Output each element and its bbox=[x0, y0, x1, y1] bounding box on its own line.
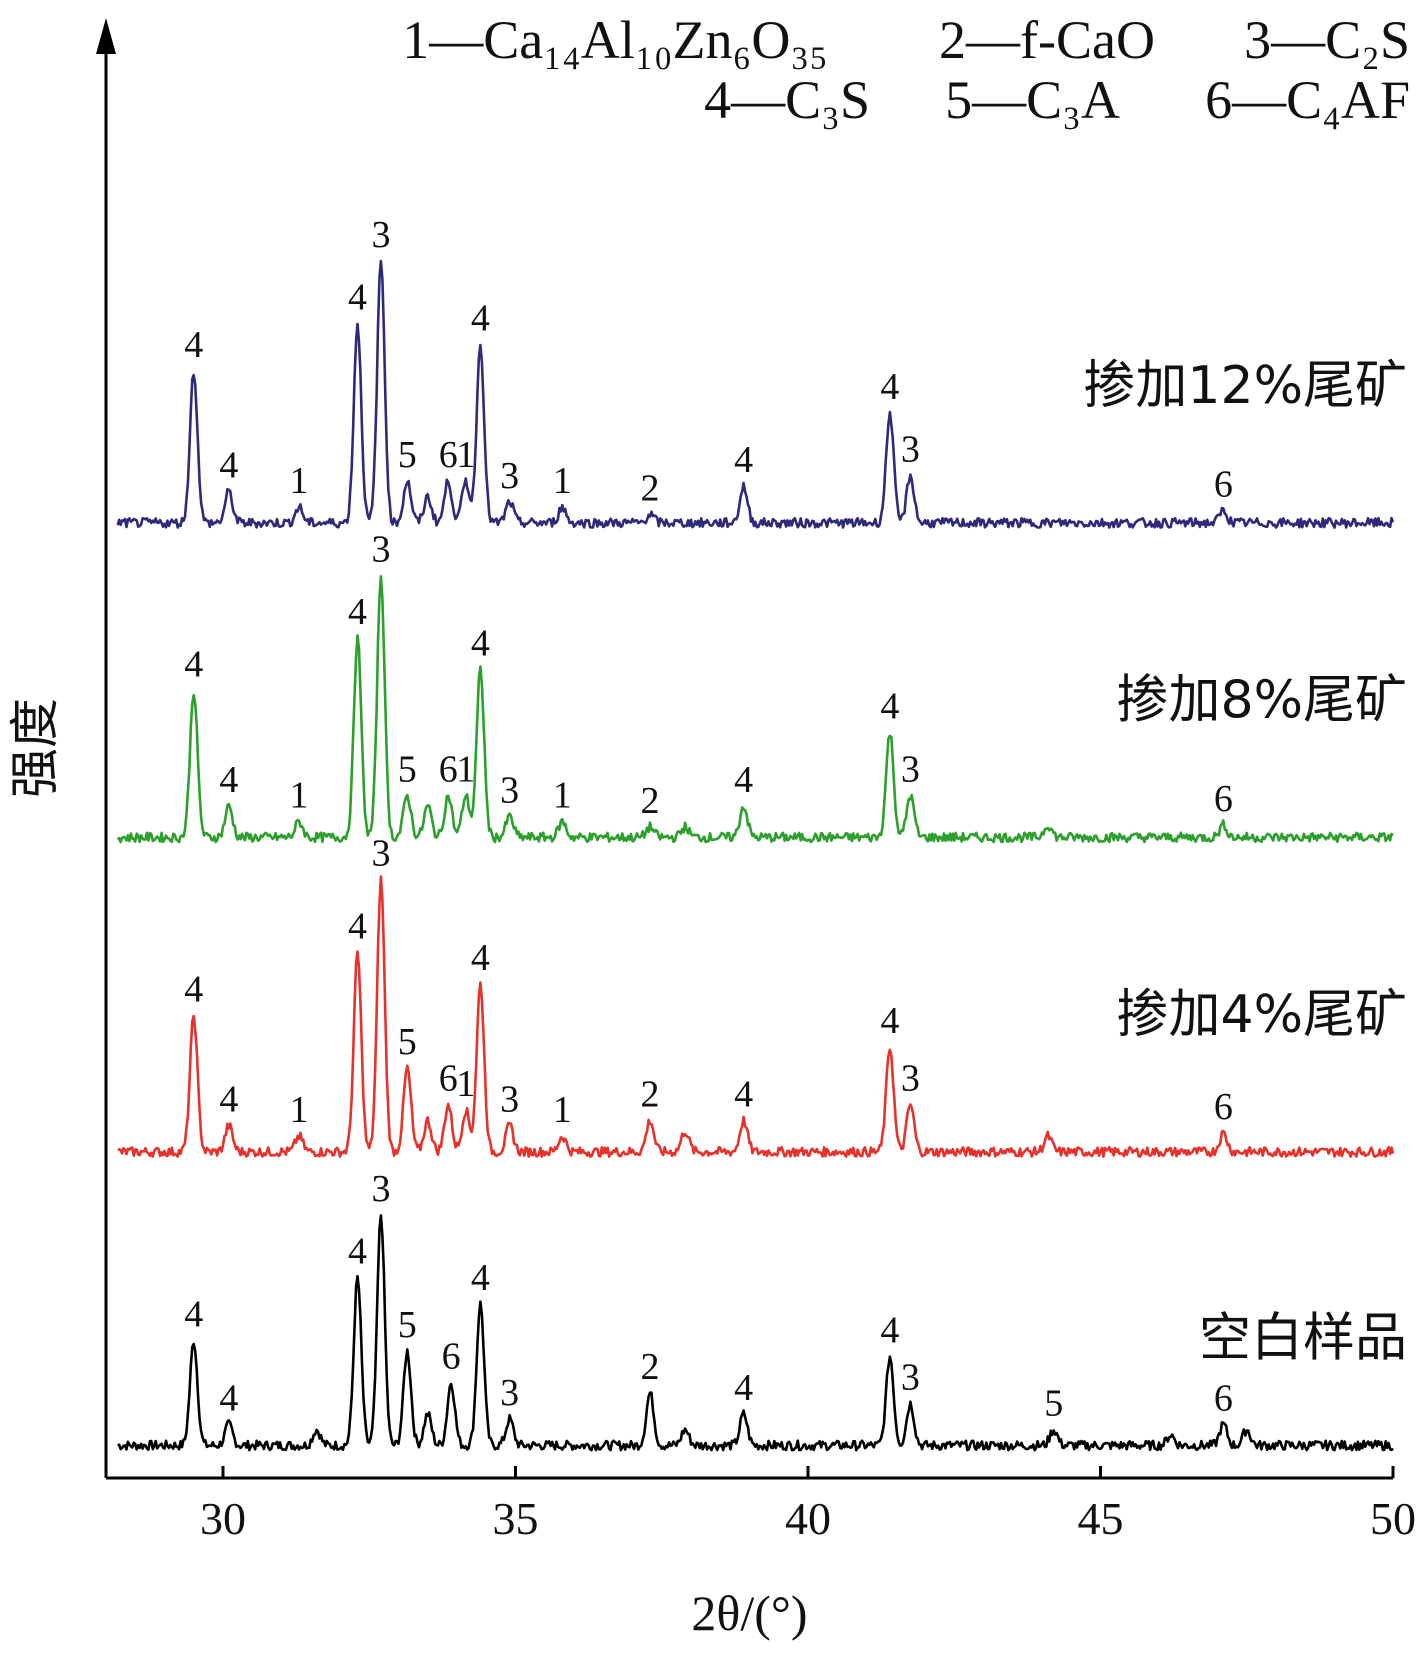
peak-label: 5 bbox=[398, 1304, 417, 1346]
peak-label: 4 bbox=[219, 444, 238, 486]
peak-label: 1 bbox=[290, 460, 309, 502]
series-label: 掺加12%尾矿 bbox=[1083, 356, 1407, 416]
series-line bbox=[116, 574, 1394, 844]
peak-label: 4 bbox=[219, 1079, 238, 1121]
series-line bbox=[117, 875, 1395, 1158]
peak-label: 1 bbox=[456, 1063, 475, 1105]
peak-label: 4 bbox=[471, 623, 490, 665]
peak-label: 6 bbox=[442, 1336, 461, 1378]
series-label: 空白样品 bbox=[1199, 1308, 1407, 1368]
x-axis-title: 2θ/(°) bbox=[691, 1585, 807, 1641]
peak-label: 6 bbox=[439, 434, 458, 476]
peak-label: 4 bbox=[880, 1000, 899, 1042]
peak-label: 3 bbox=[500, 1079, 519, 1121]
y-axis-arrow bbox=[96, 18, 116, 54]
legend-entry-6: 6—C₄AF bbox=[1205, 70, 1410, 130]
peak-label: 6 bbox=[1214, 463, 1233, 505]
series-line bbox=[116, 259, 1395, 529]
peak-label: 4 bbox=[734, 1367, 753, 1409]
peak-label: 4 bbox=[184, 969, 203, 1011]
peak-label: 3 bbox=[371, 1168, 390, 1210]
peak-label: 1 bbox=[456, 748, 475, 790]
x-tick-label: 50 bbox=[1370, 1493, 1416, 1544]
peak-label: 4 bbox=[348, 591, 367, 633]
peak-label: 3 bbox=[500, 455, 519, 497]
peak-label: 6 bbox=[1214, 1377, 1233, 1419]
peak-label: 6 bbox=[439, 748, 458, 790]
x-tick-label: 45 bbox=[1078, 1493, 1124, 1544]
peak-label: 5 bbox=[398, 434, 417, 476]
peak-label: 4 bbox=[348, 1231, 367, 1273]
x-ticks: 30 35 40 45 50 bbox=[200, 1466, 1416, 1544]
peak-label: 1 bbox=[553, 460, 572, 502]
series-label: 掺加4%尾矿 bbox=[1117, 985, 1408, 1045]
peak-label: 4 bbox=[348, 906, 367, 948]
peak-label: 4 bbox=[471, 1257, 490, 1299]
peak-label: 3 bbox=[901, 1058, 920, 1100]
peak-label: 5 bbox=[398, 1021, 417, 1063]
legend-entry-5: 5—C₃A bbox=[945, 70, 1120, 130]
peak-label: 3 bbox=[901, 748, 920, 790]
peak-label: 4 bbox=[880, 1309, 899, 1351]
peak-label: 1 bbox=[553, 775, 572, 817]
series-line bbox=[117, 1214, 1394, 1452]
peak-label: 4 bbox=[880, 686, 899, 728]
x-tick-label: 35 bbox=[493, 1493, 539, 1544]
peak-label: 4 bbox=[734, 439, 753, 481]
peak-label: 3 bbox=[371, 214, 390, 256]
peak-label: 3 bbox=[371, 832, 390, 874]
peak-label: 3 bbox=[500, 1372, 519, 1414]
peak-label: 3 bbox=[500, 769, 519, 811]
peak-label: 6 bbox=[1214, 778, 1233, 820]
peak-label: 4 bbox=[184, 1294, 203, 1336]
peak-label: 4 bbox=[734, 759, 753, 801]
peak-label: 4 bbox=[184, 644, 203, 686]
x-tick-label: 30 bbox=[200, 1493, 246, 1544]
legend-entry-3: 3—C₂S bbox=[1244, 10, 1410, 70]
peak-label: 2 bbox=[641, 1346, 660, 1388]
peak-label: 5 bbox=[1044, 1383, 1063, 1425]
peak-label: 3 bbox=[371, 528, 390, 570]
legend-entry-2: 2—f-CaO bbox=[939, 10, 1155, 70]
peak-label: 4 bbox=[348, 277, 367, 319]
peak-label: 4 bbox=[219, 759, 238, 801]
legend-entry-1: 1—Ca₁₄Al₁₀Zn₆O₃₅ bbox=[402, 10, 828, 70]
x-tick-label: 40 bbox=[785, 1493, 831, 1544]
peak-label: 1 bbox=[456, 434, 475, 476]
phase-legend: 1—Ca₁₄Al₁₀Zn₆O₃₅ 2—f-CaO 3—C₂S 4—C₃S 5—C… bbox=[402, 10, 1410, 130]
peak-label: 4 bbox=[471, 937, 490, 979]
peak-label: 4 bbox=[219, 1377, 238, 1419]
peak-label: 6 bbox=[439, 1058, 458, 1100]
peak-label: 1 bbox=[553, 1089, 572, 1131]
legend-entry-4: 4—C₃S bbox=[704, 70, 870, 130]
peak-label: 4 bbox=[880, 366, 899, 408]
series-label: 掺加8%尾矿 bbox=[1117, 670, 1408, 730]
peak-label: 4 bbox=[734, 1073, 753, 1115]
y-axis-title: 强度 bbox=[7, 698, 63, 798]
peak-label: 3 bbox=[901, 1356, 920, 1398]
peak-label: 5 bbox=[398, 748, 417, 790]
peak-label: 1 bbox=[290, 1089, 309, 1131]
peak-label: 2 bbox=[641, 1073, 660, 1115]
peak-label: 6 bbox=[1214, 1086, 1233, 1128]
peak-label: 4 bbox=[184, 324, 203, 366]
peak-label: 4 bbox=[471, 298, 490, 340]
peak-label: 1 bbox=[290, 775, 309, 817]
peak-label: 3 bbox=[901, 429, 920, 471]
peak-label: 2 bbox=[641, 780, 660, 822]
peak-label: 2 bbox=[641, 468, 660, 510]
axes: 30 35 40 45 50 bbox=[96, 18, 1416, 1544]
